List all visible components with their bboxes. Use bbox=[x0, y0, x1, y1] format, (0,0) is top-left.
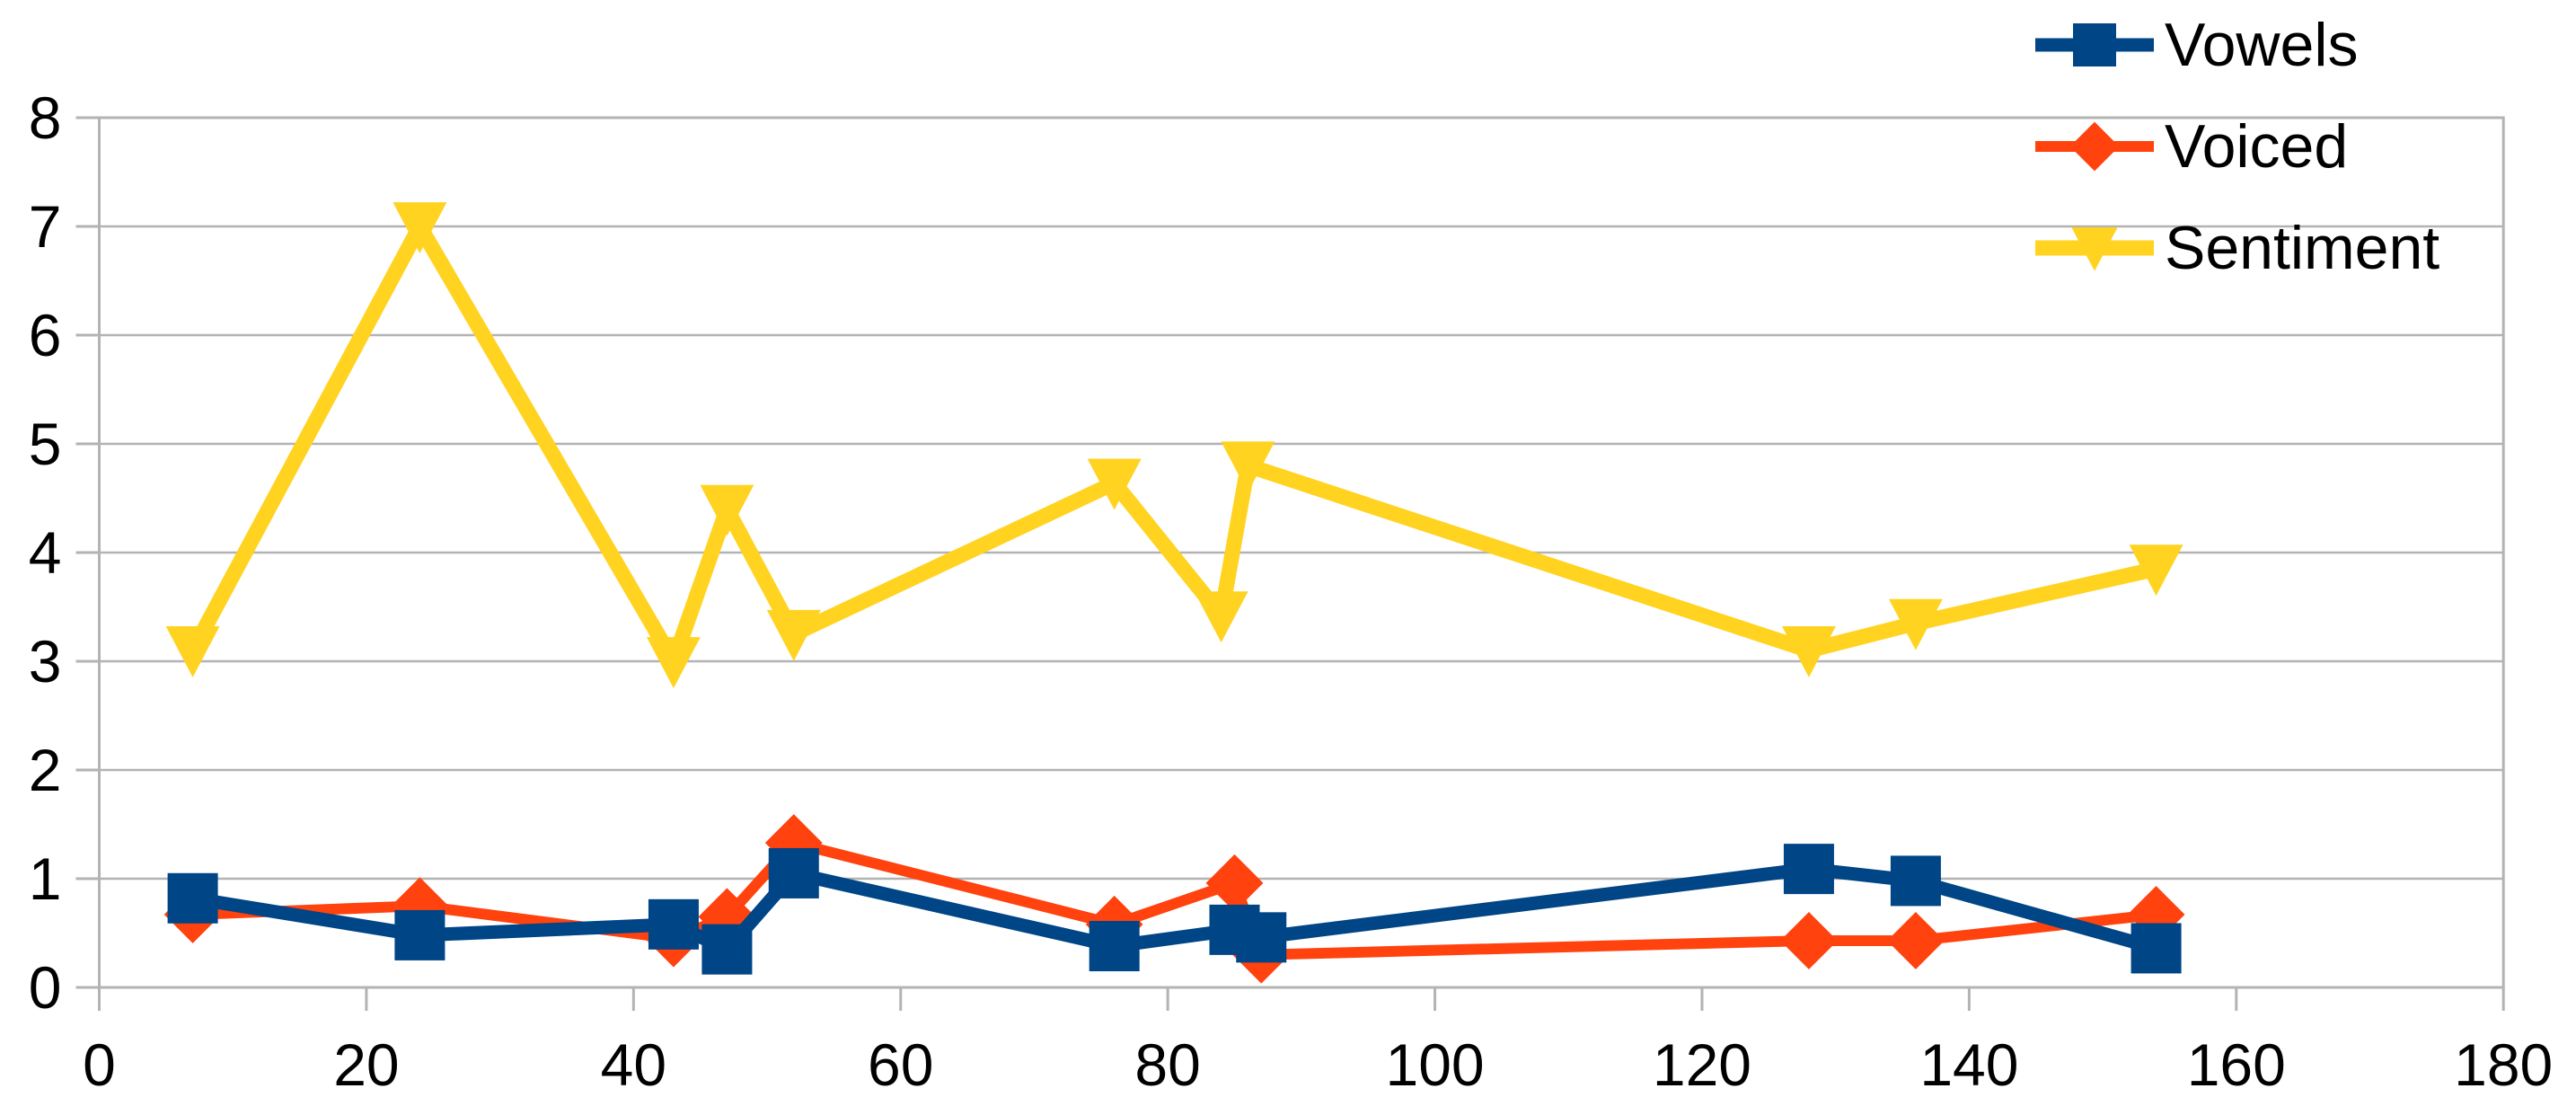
marker-sentiment bbox=[1087, 458, 1142, 510]
marker-vowels bbox=[768, 847, 819, 898]
x-tick-label: 160 bbox=[2187, 1031, 2286, 1098]
marker-voiced bbox=[1205, 854, 1264, 912]
marker-sentiment bbox=[1221, 441, 1275, 493]
marker-vowels bbox=[167, 872, 218, 924]
x-tick-label: 180 bbox=[2454, 1031, 2553, 1098]
x-tick-label: 140 bbox=[1919, 1031, 2018, 1098]
marker-sentiment bbox=[766, 609, 821, 661]
x-tick-label: 120 bbox=[1653, 1031, 1751, 1098]
marker-vowels bbox=[1890, 855, 1941, 907]
marker-voiced bbox=[698, 888, 756, 946]
x-tick-label: 100 bbox=[1385, 1031, 1484, 1098]
marker-voiced bbox=[1780, 912, 1838, 969]
marker-vowels bbox=[1089, 921, 1140, 972]
y-tick-label: 5 bbox=[29, 411, 62, 477]
x-tick-label: 20 bbox=[333, 1031, 399, 1098]
y-tick-label: 3 bbox=[29, 628, 62, 695]
y-tick-label: 2 bbox=[29, 737, 62, 803]
marker-sentiment bbox=[700, 484, 754, 536]
marker-sentiment bbox=[1888, 598, 1943, 650]
marker-vowels bbox=[701, 924, 753, 975]
x-tick-label: 0 bbox=[83, 1031, 116, 1098]
y-tick-label: 0 bbox=[29, 954, 62, 1021]
marker-vowels bbox=[1236, 912, 1287, 963]
marker-vowels bbox=[1783, 844, 1834, 895]
marker-voiced bbox=[2127, 886, 2185, 943]
marker-vowels bbox=[394, 909, 446, 960]
y-tick-label: 4 bbox=[29, 519, 62, 586]
y-tick-label: 7 bbox=[29, 193, 62, 260]
marker-voiced bbox=[391, 877, 449, 935]
marker-sentiment bbox=[646, 637, 701, 688]
marker-sentiment bbox=[1194, 591, 1248, 643]
marker-sentiment bbox=[2129, 544, 2183, 597]
marker-sentiment bbox=[165, 626, 220, 677]
marker-vowels bbox=[648, 898, 699, 950]
x-tick-label: 80 bbox=[1134, 1031, 1200, 1098]
y-tick-label: 8 bbox=[29, 84, 62, 151]
marker-vowels bbox=[2130, 923, 2182, 974]
x-tick-label: 40 bbox=[601, 1031, 666, 1098]
plot-border bbox=[98, 116, 2505, 989]
marker-sentiment bbox=[393, 202, 447, 253]
marker-sentiment bbox=[1781, 626, 1836, 677]
x-tick-label: 60 bbox=[868, 1031, 933, 1098]
y-tick-label: 1 bbox=[29, 845, 62, 912]
y-tick-label: 6 bbox=[29, 302, 62, 368]
marker-voiced bbox=[1886, 912, 1945, 969]
